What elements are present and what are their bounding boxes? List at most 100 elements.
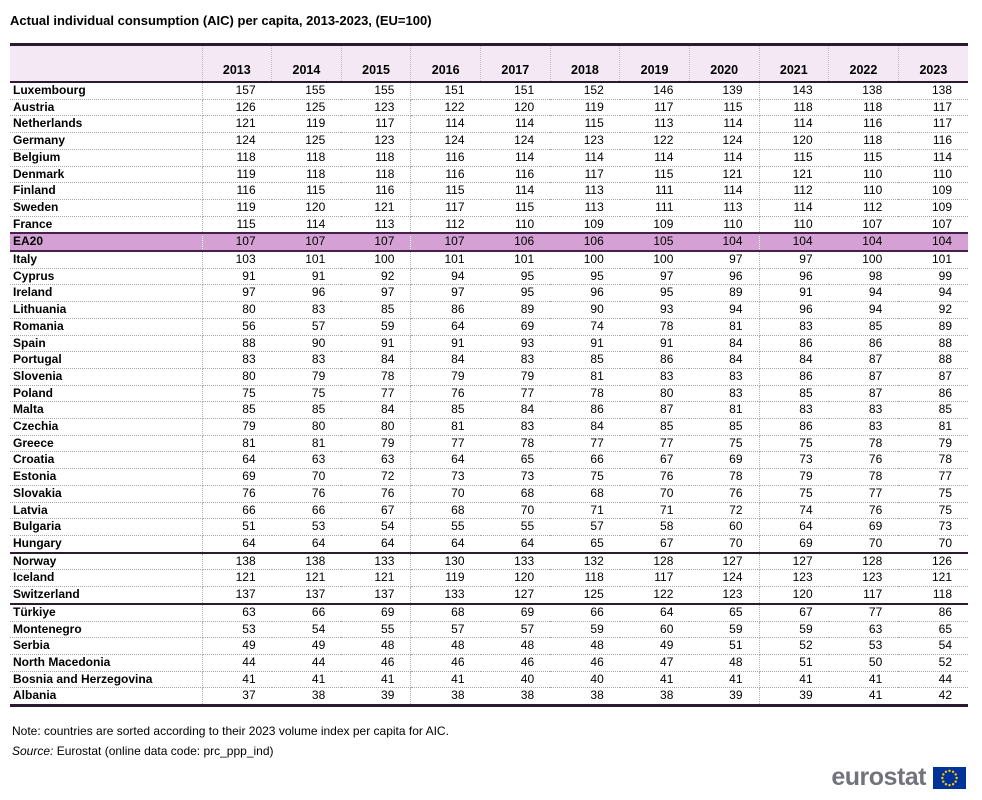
- value-cell: 40: [550, 671, 620, 689]
- value-cell: 118: [341, 166, 412, 184]
- value-cell: 127: [759, 552, 829, 571]
- value-cell: 78: [689, 468, 760, 486]
- value-cell: 41: [410, 671, 481, 689]
- value-cell: 69: [480, 318, 551, 336]
- value-cell: 96: [759, 268, 829, 286]
- value-cell: 110: [480, 216, 551, 234]
- value-cell: 77: [619, 435, 690, 453]
- value-cell: 40: [480, 671, 551, 689]
- table-row: Norway 138 138 133 130 133 132 128 127 127 128 126: [10, 552, 968, 571]
- country-cell: Ireland: [10, 284, 203, 303]
- value-cell: 42: [898, 687, 968, 707]
- value-cell: 64: [410, 451, 481, 470]
- value-cell: 81: [689, 401, 760, 420]
- value-cell: 118: [550, 569, 620, 588]
- value-cell: 64: [480, 535, 551, 554]
- year-header-2018: 2018: [549, 44, 620, 83]
- table-row: Malta 85 85 84 85 84 86 87 81 83 83 85: [10, 401, 968, 420]
- value-cell: 89: [480, 301, 551, 319]
- value-cell: 76: [202, 485, 272, 503]
- value-cell: 118: [341, 149, 412, 167]
- table-row: North Macedonia 44 44 46 46 46 46 47 48 51 50 52: [10, 654, 968, 672]
- country-cell: Montenegro: [10, 621, 203, 639]
- value-cell: 119: [202, 199, 272, 217]
- value-cell: 104: [898, 232, 968, 253]
- value-cell: 83: [689, 385, 760, 403]
- value-cell: 85: [689, 418, 760, 436]
- value-cell: 124: [410, 132, 481, 150]
- value-cell: 128: [619, 552, 690, 571]
- country-cell: Belgium: [10, 149, 203, 167]
- value-cell: 84: [410, 351, 481, 369]
- country-cell: Slovakia: [10, 485, 203, 503]
- value-cell: 95: [619, 284, 690, 303]
- value-cell: 116: [341, 182, 412, 200]
- value-cell: 117: [341, 115, 412, 134]
- country-cell: Norway: [10, 552, 203, 571]
- value-cell: 121: [341, 199, 412, 217]
- value-cell: 84: [480, 401, 551, 420]
- value-cell: 52: [898, 654, 968, 672]
- value-cell: 95: [480, 268, 551, 286]
- value-cell: 115: [271, 182, 342, 200]
- value-cell: 85: [410, 401, 481, 420]
- value-cell: 85: [341, 301, 412, 319]
- value-cell: 64: [341, 535, 412, 554]
- value-cell: 53: [202, 621, 272, 639]
- value-cell: 44: [271, 654, 342, 672]
- value-cell: 63: [271, 451, 342, 470]
- country-cell: Austria: [10, 99, 203, 117]
- value-cell: 41: [271, 671, 342, 689]
- value-cell: 79: [759, 468, 829, 486]
- value-cell: 123: [689, 586, 760, 605]
- value-cell: 125: [271, 99, 342, 117]
- value-cell: 66: [271, 502, 342, 520]
- value-cell: 81: [271, 435, 342, 453]
- value-cell: 91: [550, 335, 620, 353]
- value-cell: 114: [550, 149, 620, 167]
- value-cell: 123: [828, 569, 899, 588]
- value-cell: 124: [689, 132, 760, 150]
- table-row: Finland 116 115 116 115 114 113 111 114 112 110 109: [10, 182, 968, 200]
- value-cell: 41: [202, 671, 272, 689]
- value-cell: 85: [619, 418, 690, 436]
- country-cell: Romania: [10, 318, 203, 336]
- value-cell: 59: [550, 621, 620, 639]
- value-cell: 48: [480, 637, 551, 655]
- value-cell: 71: [619, 502, 690, 520]
- table-header: 2013 2014 2015 2016 2017 2018 2019 2020 2021 2022…: [10, 44, 968, 83]
- value-cell: 75: [898, 502, 968, 520]
- value-cell: 157: [202, 82, 272, 100]
- year-header-2017: 2017: [480, 44, 551, 83]
- table-row: Latvia 66 66 67 68 70 71 71 72 74 76 75: [10, 502, 968, 520]
- value-cell: 114: [759, 199, 829, 217]
- value-cell: 119: [271, 115, 342, 134]
- country-cell: Czechia: [10, 418, 203, 436]
- value-cell: 73: [410, 468, 481, 486]
- value-cell: 79: [341, 435, 412, 453]
- value-cell: 125: [271, 132, 342, 150]
- value-cell: 92: [341, 268, 412, 286]
- value-cell: 93: [480, 335, 551, 353]
- value-cell: 117: [550, 166, 620, 184]
- value-cell: 78: [619, 318, 690, 336]
- value-cell: 122: [410, 99, 481, 117]
- value-cell: 116: [410, 149, 481, 167]
- value-cell: 115: [202, 216, 272, 234]
- value-cell: 87: [828, 368, 899, 386]
- value-cell: 69: [828, 518, 899, 536]
- value-cell: 64: [202, 535, 272, 554]
- table-row: Denmark 119 118 118 116 116 117 115 121 121 110 110: [10, 166, 968, 184]
- value-cell: 114: [689, 149, 760, 167]
- value-cell: 77: [480, 385, 551, 403]
- value-cell: 151: [480, 82, 551, 100]
- value-cell: 52: [759, 637, 829, 655]
- value-cell: 115: [480, 199, 551, 217]
- value-cell: 46: [480, 654, 551, 672]
- value-cell: 38: [410, 687, 481, 707]
- year-header-2015: 2015: [340, 44, 411, 83]
- value-cell: 116: [898, 132, 968, 150]
- value-cell: 57: [271, 318, 342, 336]
- table-row: Slovakia 76 76 76 70 68 68 70 76 75 77 75: [10, 485, 968, 503]
- value-cell: 64: [271, 535, 342, 554]
